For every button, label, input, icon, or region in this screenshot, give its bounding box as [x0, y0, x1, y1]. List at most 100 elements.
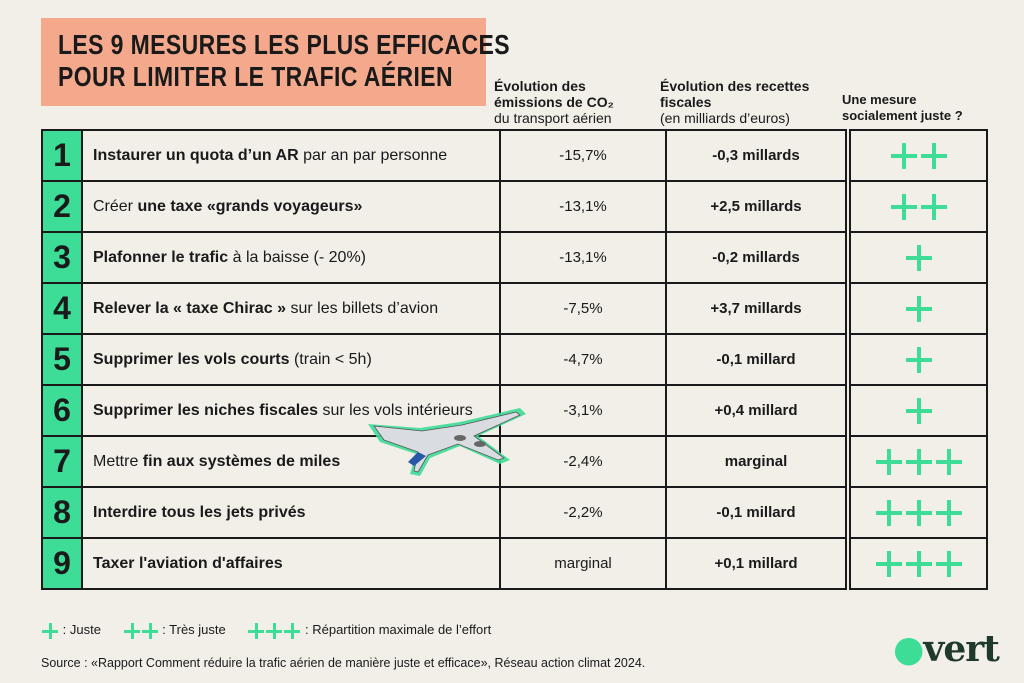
header-co2-sub: du transport aérien: [494, 110, 612, 126]
co2-value: -13,1%: [499, 180, 667, 233]
measure-bold: Supprimer les vols courts: [93, 350, 290, 368]
table-row: 3 Plafonner le trafic à la baisse (- 20%)…: [41, 231, 988, 284]
plus-icon: [905, 397, 932, 424]
row-number: 2: [41, 180, 83, 233]
legend: : Juste : Très juste : Répartition maxim…: [41, 622, 509, 639]
measure-bold: Taxer l'aviation d'affaires: [93, 554, 283, 572]
plus-icon: [284, 622, 301, 639]
measure-text: par an par personne: [298, 146, 448, 164]
revenue-value: marginal: [665, 435, 847, 488]
column-gap: [845, 385, 851, 436]
fairness-rating: [849, 180, 988, 233]
measure-text: sur les vols intérieurs: [318, 401, 473, 419]
revenue-value: -0,1 millard: [665, 486, 847, 539]
column-gap: [845, 283, 851, 334]
revenue-value: -0,1 millard: [665, 333, 847, 386]
measure-pre: Mettre: [93, 452, 143, 470]
table-row: 1 Instaurer un quota d’un AR par an par p…: [41, 129, 988, 182]
fairness-rating: [849, 486, 988, 539]
column-gap: [845, 487, 851, 538]
measure-bold: Supprimer les niches fiscales: [93, 401, 318, 419]
row-number: 4: [41, 282, 83, 335]
header-revenue: Évolution des recettes fiscales (en mill…: [660, 78, 820, 126]
plus-icon: [141, 622, 158, 639]
co2-value: -7,5%: [499, 282, 667, 335]
row-number: 1: [41, 129, 83, 182]
measure-bold: Interdire tous les jets privés: [93, 503, 306, 521]
measure-bold: Instaurer un quota d’un AR: [93, 146, 299, 164]
measure-bold: Relever la « taxe Chirac »: [93, 299, 287, 317]
table-row: 5 Supprimer les vols courts (train < 5h) -…: [41, 333, 988, 386]
column-gap: [845, 334, 851, 385]
measure-label: Instaurer un quota d’un AR par an par pe…: [81, 129, 501, 182]
plus-icon: [935, 550, 962, 577]
measure-label: Taxer l'aviation d'affaires: [81, 537, 501, 590]
legend-three: : Répartition maximale de l’effort: [247, 622, 491, 639]
measure-label: Interdire tous les jets privés: [81, 486, 501, 539]
revenue-value: +2,5 millards: [665, 180, 847, 233]
co2-value: -3,1%: [499, 384, 667, 437]
title-line-2: POUR LIMITER LE TRAFIC AÉRIEN: [58, 61, 453, 92]
revenue-value: +3,7 millards: [665, 282, 847, 335]
row-number: 8: [41, 486, 83, 539]
measure-bold: fin aux systèmes de miles: [142, 452, 341, 470]
logo-text: vert: [923, 628, 999, 670]
measures-table: 1 Instaurer un quota d’un AR par an par p…: [41, 129, 988, 590]
measure-text: (train < 5h): [289, 350, 372, 368]
revenue-value: -0,2 millards: [665, 231, 847, 284]
legend-two: : Très juste: [123, 622, 226, 639]
title-line-1: LES 9 MESURES LES PLUS EFFICACES: [58, 29, 510, 60]
plus-icon: [890, 193, 917, 220]
table-row: 8 Interdire tous les jets privés -2,2% -0,1…: [41, 486, 988, 539]
fairness-rating: [849, 333, 988, 386]
header-fair: Une mesure socialement juste ?: [842, 92, 982, 124]
co2-value: -13,1%: [499, 231, 667, 284]
header-co2-bold: Évolution des émissions de CO₂: [494, 78, 614, 110]
measure-label: Supprimer les vols courts (train < 5h): [81, 333, 501, 386]
plus-icon: [875, 499, 902, 526]
co2-value: -15,7%: [499, 129, 667, 182]
column-gap: [845, 436, 851, 487]
co2-value: -4,7%: [499, 333, 667, 386]
measure-text: à la baisse (- 20%): [228, 248, 366, 266]
row-number: 6: [41, 384, 83, 437]
title-box: [41, 18, 486, 106]
row-number: 7: [41, 435, 83, 488]
leaf-icon: ●: [893, 628, 924, 670]
row-number: 5: [41, 333, 83, 386]
legend-one-label: : Juste: [62, 622, 101, 637]
plus-icon: [905, 244, 932, 271]
co2-value: -2,2%: [499, 486, 667, 539]
table-row: 9 Taxer l'aviation d'affaires marginal +0,1…: [41, 537, 988, 590]
revenue-value: +0,1 millard: [665, 537, 847, 590]
column-gap: [845, 232, 851, 283]
plus-icon: [905, 550, 932, 577]
measure-bold: une taxe «grands voyageurs»: [137, 197, 363, 215]
plus-icon: [935, 448, 962, 475]
fairness-rating: [849, 384, 988, 437]
airplane-illustration: [368, 408, 526, 476]
vert-logo: ●vert: [893, 628, 1000, 670]
measure-label: Plafonner le trafic à la baisse (- 20%): [81, 231, 501, 284]
fairness-rating: [849, 231, 988, 284]
measure-label: Créer une taxe «grands voyageurs»: [81, 180, 501, 233]
header-co2: Évolution des émissions de CO₂ du transp…: [494, 78, 644, 126]
plus-icon: [123, 622, 140, 639]
row-number: 3: [41, 231, 83, 284]
co2-value: marginal: [499, 537, 667, 590]
plus-icon: [905, 499, 932, 526]
table-row: 2 Créer une taxe «grands voyageurs» -13,1%…: [41, 180, 988, 233]
plus-icon: [248, 622, 265, 639]
plus-icon: [875, 550, 902, 577]
plus-icon: [905, 448, 932, 475]
measure-pre: Créer: [93, 197, 138, 215]
co2-value: -2,4%: [499, 435, 667, 488]
header-revenue-bold: Évolution des recettes fiscales: [660, 78, 810, 110]
fairness-rating: [849, 129, 988, 182]
header-fair-text: Une mesure socialement juste ?: [842, 92, 963, 123]
legend-two-label: : Très juste: [162, 622, 226, 637]
plus-icon: [266, 622, 283, 639]
measure-text: sur les billets d’avion: [286, 299, 439, 317]
legend-three-label: : Répartition maximale de l’effort: [305, 622, 492, 637]
plus-icon: [905, 346, 932, 373]
